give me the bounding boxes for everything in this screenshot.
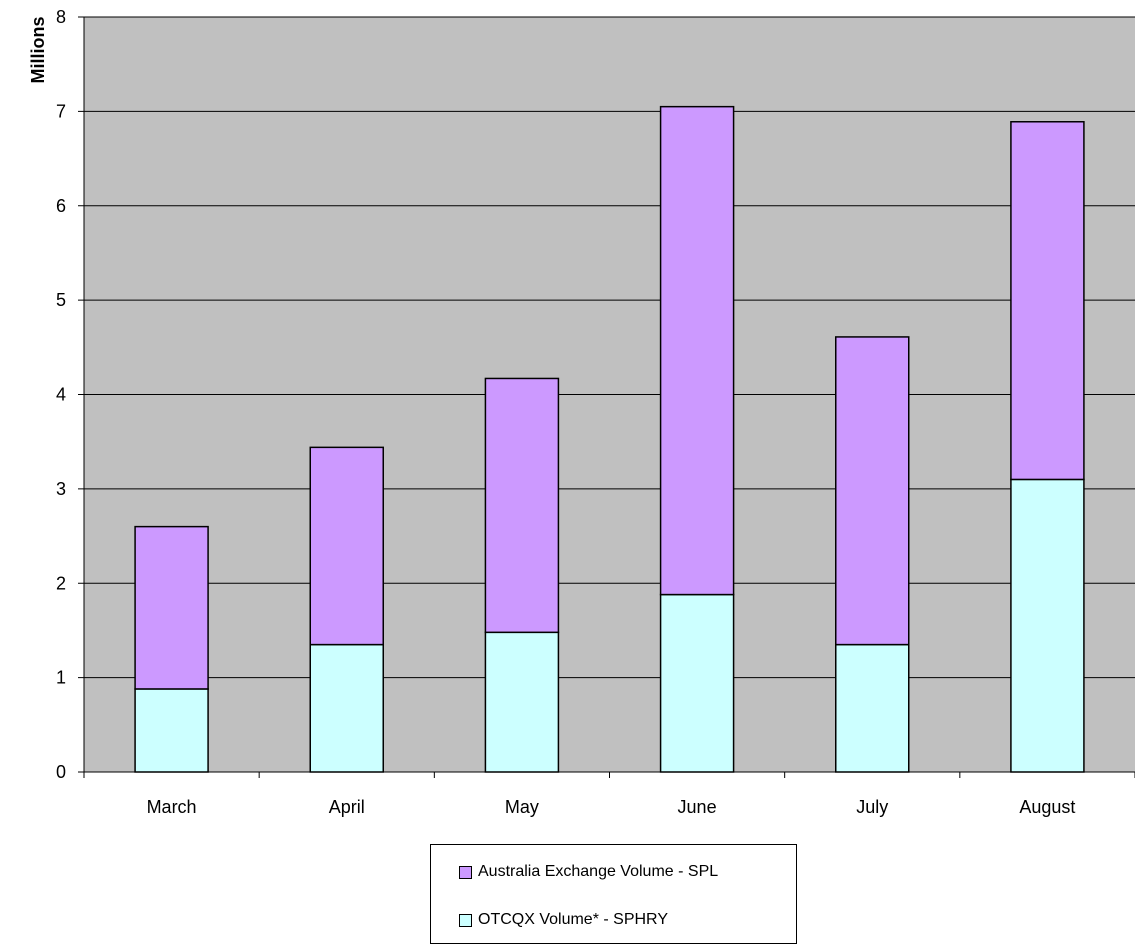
y-tick-label: 0	[56, 762, 66, 782]
bars	[134, 105, 1085, 773]
y-tick-label: 6	[56, 196, 66, 216]
bar-segment	[484, 631, 560, 773]
x-tick-label: June	[678, 797, 717, 817]
y-tick-label: 2	[56, 573, 66, 593]
bar-segment	[1010, 121, 1085, 481]
bar-segment	[309, 446, 384, 646]
bar-segment	[134, 688, 209, 773]
legend-swatch-otcqx	[459, 913, 472, 927]
x-tick-label: August	[1019, 797, 1075, 817]
legend-item-australia: Australia Exchange Volume - SPL	[459, 862, 718, 882]
bar-segment	[835, 643, 910, 773]
bar-segment	[835, 336, 910, 646]
bar-segment	[659, 105, 735, 596]
y-tick-label: 1	[56, 668, 66, 688]
x-tick-label: March	[147, 797, 197, 817]
y-tick-label: 7	[56, 101, 66, 121]
bar-segment	[659, 593, 735, 773]
legend-swatch-australia	[459, 865, 472, 879]
y-tick-label: 8	[56, 7, 66, 27]
y-axis-ticks: 0 1 2 3 4 5 6 7 8	[56, 7, 84, 782]
y-tick-label: 5	[56, 290, 66, 310]
x-tick-label: April	[329, 797, 365, 817]
bar-segment	[484, 377, 560, 634]
legend-item-otcqx: OTCQX Volume* - SPHRY	[459, 910, 668, 930]
x-tick-label: May	[505, 797, 539, 817]
y-axis-label: Millions	[28, 17, 48, 84]
x-axis-ticks: March April May June July August	[83, 772, 1135, 817]
x-tick-label: July	[856, 797, 888, 817]
bar-segment	[134, 525, 209, 690]
y-tick-label: 4	[56, 385, 66, 405]
legend-label-otcqx: OTCQX Volume* - SPHRY	[478, 911, 668, 928]
legend-label-australia: Australia Exchange Volume - SPL	[478, 863, 719, 880]
legend: Australia Exchange Volume - SPL OTCQX Vo…	[430, 844, 797, 944]
y-tick-label: 3	[56, 479, 66, 499]
bar-segment	[309, 643, 384, 773]
bar-segment	[1010, 478, 1085, 773]
gridlines	[84, 16, 1135, 679]
